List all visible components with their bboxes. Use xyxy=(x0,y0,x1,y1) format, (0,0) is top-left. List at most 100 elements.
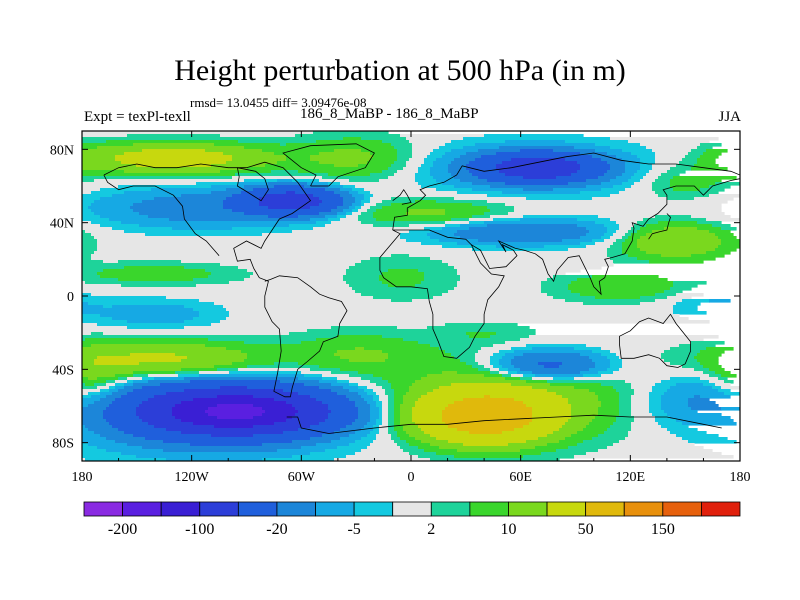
field-cell xyxy=(325,419,356,423)
field-cell xyxy=(592,197,668,201)
field-cell xyxy=(349,374,374,378)
field-cell xyxy=(376,383,392,387)
field-cell xyxy=(358,386,368,390)
field-cell xyxy=(646,173,662,177)
field-cell xyxy=(298,215,326,219)
field-cell xyxy=(397,149,413,153)
field-cell xyxy=(361,149,398,153)
field-cell xyxy=(610,167,626,171)
field-cell xyxy=(562,425,587,429)
field-cell xyxy=(580,242,596,246)
field-cell xyxy=(667,197,695,201)
field-cell xyxy=(325,224,374,228)
field-cell xyxy=(415,173,431,177)
field-cell xyxy=(103,416,140,420)
field-cell xyxy=(109,422,149,426)
field-cell xyxy=(349,359,386,363)
field-cell xyxy=(637,242,722,246)
field-cell xyxy=(631,383,656,387)
field-cell xyxy=(409,254,608,258)
field-cell xyxy=(319,203,344,207)
field-cell xyxy=(445,209,491,213)
field-cell xyxy=(220,134,296,138)
field-cell xyxy=(82,335,338,339)
field-cell xyxy=(721,227,737,231)
field-cell xyxy=(718,245,740,249)
field-cell xyxy=(127,377,143,381)
field-cell xyxy=(610,218,644,222)
field-cell xyxy=(568,446,608,450)
field-cell xyxy=(175,404,218,408)
field-cell xyxy=(82,293,92,297)
field-cell xyxy=(502,365,515,369)
field-cell xyxy=(82,164,137,168)
field-cell xyxy=(331,221,362,225)
field-cell xyxy=(382,386,392,390)
field-cell xyxy=(334,353,389,357)
field-cell xyxy=(91,203,134,207)
field-cell xyxy=(412,299,566,303)
field-cell xyxy=(541,281,572,285)
field-cell xyxy=(82,215,101,219)
field-cell xyxy=(478,362,491,366)
field-cell xyxy=(376,209,410,213)
field-cell xyxy=(607,161,626,165)
field-cell xyxy=(358,371,443,375)
field-cell xyxy=(427,326,530,330)
field-cell xyxy=(379,275,425,279)
field-cell xyxy=(373,212,407,216)
field-cell xyxy=(598,410,620,414)
field-cell xyxy=(400,404,416,408)
field-cell xyxy=(331,440,356,444)
field-cell xyxy=(652,185,671,189)
field-cell xyxy=(343,185,356,189)
field-cell xyxy=(472,188,524,192)
field-cell xyxy=(148,422,194,426)
field-cell xyxy=(586,344,680,348)
field-cell xyxy=(721,239,740,243)
field-cell xyxy=(226,161,278,165)
field-cell xyxy=(97,272,212,276)
field-cell xyxy=(136,455,293,459)
field-cell xyxy=(661,356,695,360)
field-cell xyxy=(547,293,581,297)
field-cell xyxy=(229,371,302,375)
field-cell xyxy=(577,278,668,282)
field-cell xyxy=(643,218,707,222)
field-cell xyxy=(316,398,350,402)
x-tick-label: 120E xyxy=(616,470,646,485)
field-cell xyxy=(466,164,497,168)
field-cell xyxy=(133,383,161,387)
coastline xyxy=(286,414,722,434)
field-cell xyxy=(583,302,641,306)
colorbar-box xyxy=(662,501,702,517)
field-cell xyxy=(397,158,410,162)
field-cell xyxy=(82,362,95,366)
field-cell xyxy=(625,380,662,384)
field-cell xyxy=(601,236,611,240)
field-cell xyxy=(484,374,503,378)
field-cell xyxy=(520,449,557,453)
field-cell xyxy=(634,419,656,423)
field-cell xyxy=(82,284,122,288)
x-tick-label: 120W xyxy=(175,470,210,485)
field-cell xyxy=(184,266,239,270)
field-cell xyxy=(106,395,122,399)
field-cell xyxy=(139,224,290,228)
field-cell xyxy=(82,185,119,189)
field-cell xyxy=(232,362,275,366)
field-cell xyxy=(442,371,458,375)
field-cell xyxy=(298,377,323,381)
field-cell xyxy=(82,416,104,420)
field-cell xyxy=(181,368,218,372)
field-cell xyxy=(397,434,410,438)
colorbar-label: 50 xyxy=(578,521,594,538)
field-cell xyxy=(328,416,359,420)
field-cell xyxy=(394,419,401,423)
field-cell xyxy=(706,149,728,153)
field-cell xyxy=(382,422,389,426)
field-cell xyxy=(619,401,632,405)
field-cell xyxy=(547,443,578,447)
field-cell xyxy=(277,449,326,453)
field-cell xyxy=(343,203,353,207)
